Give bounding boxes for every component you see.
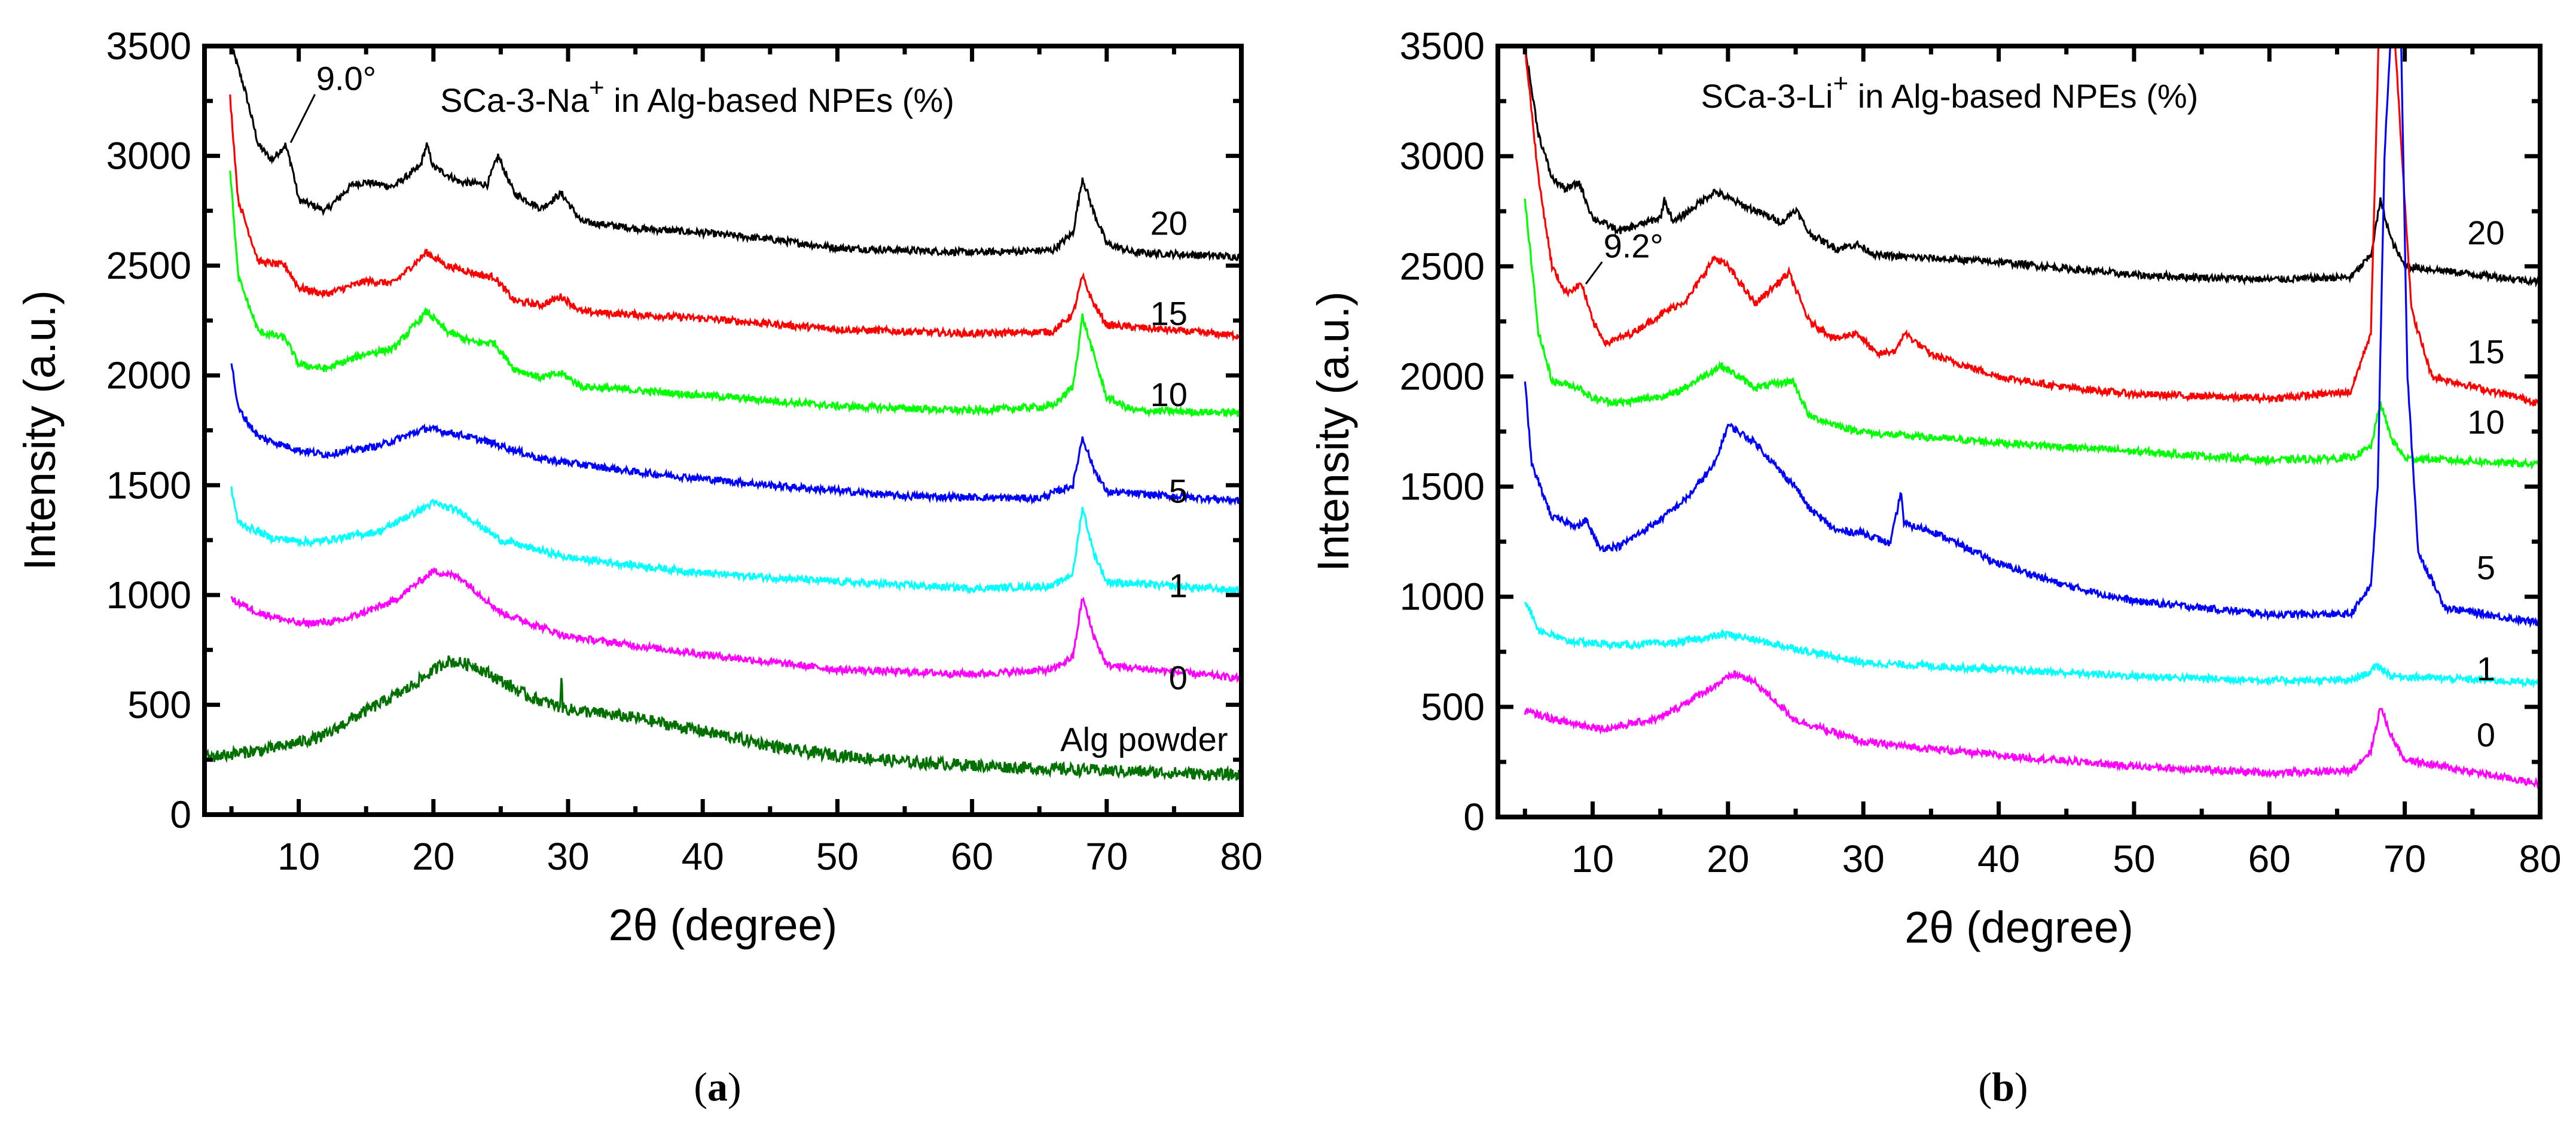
caption-paren-open: ( — [694, 1064, 707, 1109]
chart-title: SCa-3-Na+ in Alg-based NPEs (%) — [440, 73, 954, 119]
x-tick-label: 60 — [951, 835, 993, 878]
y-tick-label: 500 — [1421, 685, 1485, 728]
series-line-0 — [1524, 670, 2540, 789]
series-line-0 — [230, 566, 1241, 684]
y-tick-label: 500 — [127, 683, 191, 726]
y-tick-label: 2500 — [106, 244, 191, 287]
annotation-label: 9.2° — [1604, 227, 1664, 265]
chart-title-rest: in Alg-based NPEs (%) — [605, 81, 954, 119]
chart-title-rest: in Alg-based NPEs (%) — [1848, 77, 2198, 115]
y-tick-label: 3500 — [106, 25, 191, 68]
x-tick-label: 80 — [1220, 835, 1262, 878]
series-label: 15 — [2467, 333, 2504, 370]
y-tick-label: 1000 — [1400, 575, 1485, 618]
chart-title-sup: + — [589, 73, 605, 102]
x-axis-title: 2θ (degree) — [1904, 903, 2134, 952]
x-tick-label: 40 — [682, 835, 724, 878]
series-label: 5 — [1169, 472, 1188, 510]
y-tick-label: 1500 — [1400, 465, 1485, 508]
series-label: Alg powder — [1060, 721, 1228, 758]
series-label: 0 — [1169, 659, 1188, 697]
panel-caption: (a) — [694, 1064, 741, 1109]
x-tick-label: 20 — [1707, 837, 1749, 880]
series-label: 0 — [2477, 716, 2495, 754]
x-tick-label: 20 — [412, 835, 454, 878]
y-axis-title: Intensity (a.u.) — [15, 290, 65, 571]
annotation-leader-line — [289, 94, 316, 144]
series-line-5 — [1524, 46, 2540, 629]
y-axis-title: Intensity (a.u.) — [1308, 291, 1358, 572]
series-label: 10 — [2467, 403, 2504, 441]
caption-paren-open: ( — [1978, 1064, 1992, 1109]
series-line-15 — [229, 94, 1241, 342]
x-tick-label: 10 — [1571, 837, 1614, 880]
series-label: 15 — [1150, 294, 1188, 332]
x-tick-label: 60 — [2248, 837, 2291, 880]
x-tick-label: 30 — [547, 835, 589, 878]
x-tick-label: 30 — [1842, 837, 1885, 880]
x-tick-label: 40 — [1977, 837, 2020, 880]
y-tick-label: 2000 — [1400, 355, 1485, 398]
y-tick-label: 3000 — [1400, 135, 1485, 178]
annotation-label: 9.0° — [316, 59, 376, 97]
y-tick-label: 0 — [170, 793, 191, 836]
chart-title-main: SCa-3-Na — [440, 81, 590, 119]
chart-title-sup: + — [1833, 69, 1849, 98]
series-line-10 — [1524, 198, 2540, 470]
series-line-10 — [229, 170, 1241, 419]
series-line-1 — [1524, 601, 2540, 689]
caption-paren-close: ) — [728, 1064, 741, 1109]
caption-paren-close: ) — [2015, 1064, 2028, 1109]
y-tick-label: 0 — [1463, 795, 1485, 839]
series-label: 20 — [1150, 205, 1188, 242]
caption-letter: a — [707, 1064, 728, 1109]
y-tick-label: 3000 — [106, 135, 191, 178]
series-label: 5 — [2477, 548, 2495, 586]
y-tick-label: 2000 — [106, 354, 191, 397]
panel-caption: (b) — [1978, 1064, 2028, 1109]
y-tick-label: 1000 — [106, 574, 191, 617]
x-tick-label: 50 — [2113, 837, 2155, 880]
y-tick-label: 1500 — [106, 464, 191, 507]
x-tick-label: 10 — [277, 835, 320, 878]
series-line-20 — [1524, 46, 2540, 288]
series-line-1 — [230, 486, 1241, 596]
x-tick-label: 50 — [816, 835, 859, 878]
series-label: 10 — [1150, 376, 1188, 413]
y-tick-label: 2500 — [1400, 245, 1485, 288]
x-tick-label: 80 — [2519, 837, 2561, 880]
x-tick-label: 70 — [2383, 837, 2426, 880]
series-line-alg-powder — [205, 655, 1241, 782]
series-line-5 — [230, 363, 1241, 507]
series-line-15 — [1524, 46, 2540, 407]
series-label: 1 — [1169, 567, 1188, 605]
series-label: 20 — [2467, 214, 2504, 251]
annotation-leader-line — [1585, 261, 1603, 285]
x-axis-title: 2θ (degree) — [609, 900, 838, 950]
series-label: 1 — [2477, 650, 2495, 688]
series-line-20 — [230, 46, 1241, 261]
chart-title: SCa-3-Li+ in Alg-based NPEs (%) — [1701, 69, 2199, 115]
x-tick-label: 70 — [1085, 835, 1128, 878]
plot-frame — [202, 44, 1244, 817]
caption-letter: b — [1992, 1064, 2015, 1109]
chart-title-main: SCa-3-Li — [1701, 77, 1833, 115]
y-tick-label: 3500 — [1400, 25, 1485, 68]
